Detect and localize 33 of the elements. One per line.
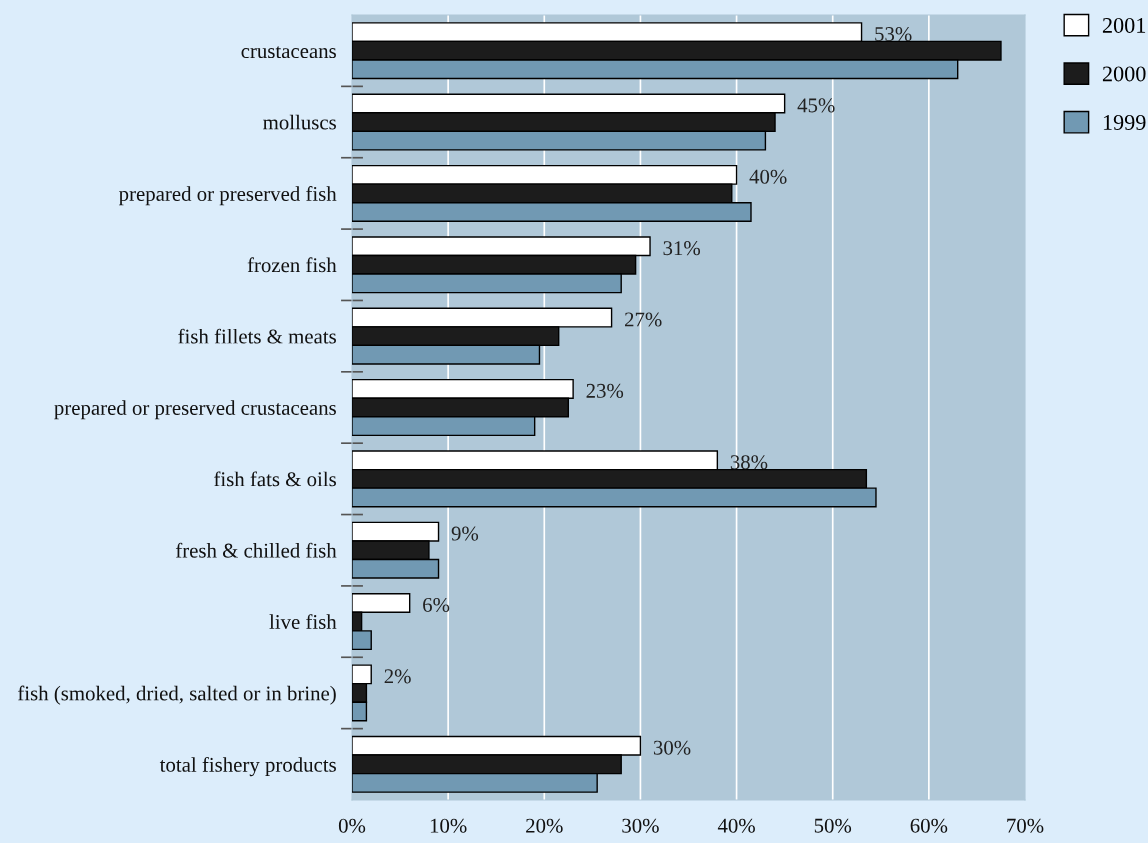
y-tick-label: fresh & chilled fish — [175, 542, 337, 558]
y-tick-label: fish fillets & meats — [178, 328, 336, 344]
legend-label: 1999 — [1103, 115, 1146, 130]
x-tick-label: 10% — [430, 818, 467, 833]
data-label: 30% — [653, 740, 691, 755]
x-tick-label: 70% — [1007, 818, 1044, 833]
y-tick-label: prepared or preserved crustaceans — [54, 400, 336, 420]
data-label: 40% — [749, 169, 787, 184]
x-tick-label: 60% — [910, 818, 948, 833]
y-tick-label: live fish — [269, 614, 337, 630]
x-tick-label: 0% — [338, 818, 366, 833]
y-tick-label: fish fats & oils — [214, 471, 336, 487]
data-label: 38% — [730, 455, 768, 470]
y-tick-label: total fishery products — [159, 756, 336, 777]
y-tick-label: prepared or preserved fish — [118, 186, 337, 206]
data-label: 53% — [875, 26, 912, 42]
x-tick-label: 50% — [814, 818, 852, 833]
data-label: 9% — [451, 526, 479, 541]
y-tick-label: molluscs — [263, 114, 336, 130]
y-tick-label: crustaceans — [241, 46, 336, 59]
data-label: 45% — [797, 98, 835, 113]
legend-label: 2001 — [1102, 17, 1146, 33]
x-tick-label: 40% — [717, 818, 755, 833]
data-label: 6% — [423, 597, 450, 613]
legend-label: 2000 — [1102, 66, 1146, 82]
data-label: 23% — [586, 383, 624, 398]
y-tick-label: fish (smoked, dried, salted or in brine) — [18, 685, 336, 705]
y-tick-label: frozen fish — [247, 257, 337, 273]
x-tick-label: 20% — [526, 818, 563, 833]
x-tick-label: 30% — [622, 818, 659, 833]
data-label: 31% — [663, 241, 701, 256]
data-label: 27% — [625, 312, 662, 327]
data-label: 2% — [384, 669, 411, 684]
